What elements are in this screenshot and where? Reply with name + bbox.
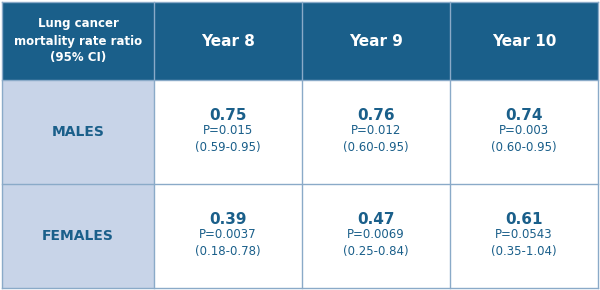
Text: Year 8: Year 8 xyxy=(201,34,255,48)
Text: Year 10: Year 10 xyxy=(492,34,556,48)
Text: P=0.012: P=0.012 xyxy=(351,124,401,137)
Text: (0.60-0.95): (0.60-0.95) xyxy=(491,140,557,153)
Text: 0.47: 0.47 xyxy=(357,211,395,226)
Text: P=0.0543: P=0.0543 xyxy=(495,229,553,242)
Text: Lung cancer
mortality rate ratio
(95% CI): Lung cancer mortality rate ratio (95% CI… xyxy=(14,17,142,64)
Text: P=0.003: P=0.003 xyxy=(499,124,549,137)
Bar xyxy=(154,2,302,80)
Bar xyxy=(154,80,302,184)
Text: 0.61: 0.61 xyxy=(505,211,543,226)
Bar xyxy=(2,184,154,288)
Bar xyxy=(302,2,450,80)
Text: 0.74: 0.74 xyxy=(505,108,543,122)
Text: 0.76: 0.76 xyxy=(357,108,395,122)
Text: Year 9: Year 9 xyxy=(349,34,403,48)
Text: (0.18-0.78): (0.18-0.78) xyxy=(195,244,261,258)
Text: P=0.0069: P=0.0069 xyxy=(347,229,405,242)
Bar xyxy=(450,2,598,80)
Text: P=0.0037: P=0.0037 xyxy=(199,229,257,242)
Text: 0.75: 0.75 xyxy=(209,108,247,122)
Text: P=0.015: P=0.015 xyxy=(203,124,253,137)
Bar xyxy=(154,184,302,288)
Bar xyxy=(2,2,154,80)
Text: (0.59-0.95): (0.59-0.95) xyxy=(195,140,261,153)
Text: MALES: MALES xyxy=(52,125,104,139)
Text: 0.39: 0.39 xyxy=(209,211,247,226)
Text: FEMALES: FEMALES xyxy=(42,229,114,243)
Bar xyxy=(450,80,598,184)
Bar xyxy=(450,184,598,288)
Bar xyxy=(2,80,154,184)
Text: (0.35-1.04): (0.35-1.04) xyxy=(491,244,557,258)
Text: (0.60-0.95): (0.60-0.95) xyxy=(343,140,409,153)
Text: (0.25-0.84): (0.25-0.84) xyxy=(343,244,409,258)
Bar xyxy=(302,184,450,288)
Bar xyxy=(302,80,450,184)
